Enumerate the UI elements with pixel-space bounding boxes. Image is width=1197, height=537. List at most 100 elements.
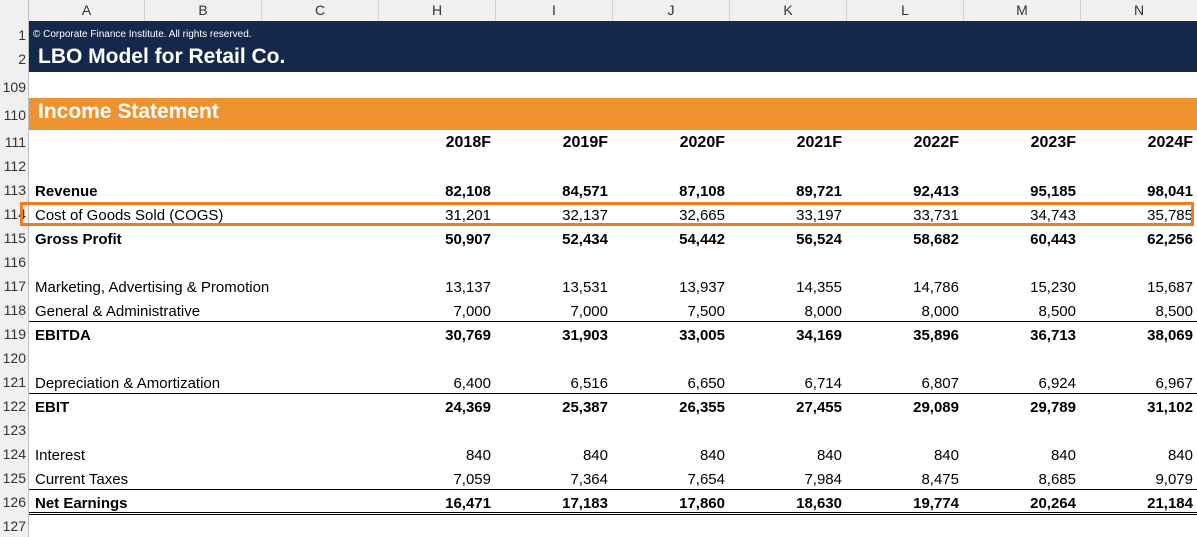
value-cell[interactable]: 840 (1050, 447, 1076, 464)
year-header-cell[interactable]: 2018F (445, 134, 491, 151)
row-header[interactable]: 113 (3, 182, 26, 198)
value-cell[interactable]: 6,714 (804, 375, 842, 392)
value-cell[interactable]: 840 (933, 447, 959, 464)
value-cell[interactable]: 32,665 (679, 207, 725, 224)
value-cell[interactable]: 62,256 (1147, 231, 1193, 248)
value-cell[interactable]: 840 (1167, 447, 1193, 464)
column-header-c[interactable]: C (262, 0, 379, 21)
column-header-b[interactable]: B (145, 0, 262, 21)
value-cell[interactable]: 8,000 (804, 303, 842, 320)
value-cell[interactable]: 30,769 (445, 327, 491, 344)
column-header-i[interactable]: I (496, 0, 613, 21)
value-cell[interactable]: 95,185 (1030, 183, 1076, 200)
value-cell[interactable]: 34,743 (1030, 207, 1076, 224)
line-item-label[interactable]: EBITDA (35, 327, 91, 344)
value-cell[interactable]: 29,089 (913, 399, 959, 416)
row-header[interactable]: 122 (2, 398, 26, 414)
value-cell[interactable]: 6,650 (687, 375, 725, 392)
value-cell[interactable]: 87,108 (679, 183, 725, 200)
value-cell[interactable]: 14,355 (796, 279, 842, 296)
copyright-text[interactable]: © Corporate Finance Institute. All right… (33, 29, 252, 40)
value-cell[interactable]: 89,721 (796, 183, 842, 200)
year-header-cell[interactable]: 2023F (1030, 134, 1076, 151)
row-header[interactable]: 123 (2, 422, 26, 438)
value-cell[interactable]: 9,079 (1155, 471, 1193, 488)
value-cell[interactable]: 31,201 (445, 207, 491, 224)
row-header[interactable]: 124 (2, 446, 26, 462)
value-cell[interactable]: 840 (816, 447, 842, 464)
row-header[interactable]: 127 (2, 518, 26, 534)
line-item-label[interactable]: General & Administrative (35, 303, 201, 320)
value-cell[interactable]: 8,000 (921, 303, 959, 320)
value-cell[interactable]: 31,102 (1147, 399, 1193, 416)
select-all-corner[interactable] (0, 0, 29, 21)
value-cell[interactable]: 32,137 (562, 207, 608, 224)
row-header[interactable]: 110 (3, 107, 26, 123)
line-item-label[interactable]: Depreciation & Amortization (35, 375, 221, 392)
value-cell[interactable]: 13,531 (562, 279, 608, 296)
value-cell[interactable]: 58,682 (913, 231, 959, 248)
value-cell[interactable]: 38,069 (1147, 327, 1193, 344)
row-header[interactable]: 117 (3, 278, 26, 294)
line-item-label[interactable]: Cost of Goods Sold (COGS) (35, 207, 224, 224)
value-cell[interactable]: 16,471 (445, 495, 491, 512)
year-header-cell[interactable]: 2022F (913, 134, 959, 151)
value-cell[interactable]: 7,364 (570, 471, 608, 488)
model-title[interactable]: LBO Model for Retail Co. (38, 45, 286, 68)
value-cell[interactable]: 19,774 (913, 495, 959, 512)
value-cell[interactable]: 26,355 (679, 399, 725, 416)
line-item-label[interactable]: EBIT (35, 399, 70, 416)
value-cell[interactable]: 8,685 (1038, 471, 1076, 488)
year-header-cell[interactable]: 2024F (1147, 134, 1193, 151)
value-cell[interactable]: 36,713 (1030, 327, 1076, 344)
value-cell[interactable]: 56,524 (796, 231, 842, 248)
line-item-label[interactable]: Revenue (35, 183, 98, 200)
value-cell[interactable]: 31,903 (562, 327, 608, 344)
value-cell[interactable]: 21,184 (1147, 495, 1193, 512)
value-cell[interactable]: 33,197 (796, 207, 842, 224)
value-cell[interactable]: 840 (699, 447, 725, 464)
value-cell[interactable]: 15,230 (1030, 279, 1076, 296)
value-cell[interactable]: 20,264 (1030, 495, 1076, 512)
value-cell[interactable]: 98,041 (1147, 183, 1193, 200)
value-cell[interactable]: 52,434 (562, 231, 608, 248)
value-cell[interactable]: 840 (465, 447, 491, 464)
value-cell[interactable]: 7,654 (687, 471, 725, 488)
line-item-label[interactable]: Current Taxes (35, 471, 129, 488)
value-cell[interactable]: 25,387 (562, 399, 608, 416)
value-cell[interactable]: 7,000 (570, 303, 608, 320)
row-header[interactable]: 115 (3, 230, 26, 246)
value-cell[interactable]: 7,000 (453, 303, 491, 320)
value-cell[interactable]: 7,984 (804, 471, 842, 488)
value-cell[interactable]: 35,896 (913, 327, 959, 344)
value-cell[interactable]: 14,786 (913, 279, 959, 296)
value-cell[interactable]: 54,442 (679, 231, 725, 248)
value-cell[interactable]: 8,475 (921, 471, 959, 488)
value-cell[interactable]: 60,443 (1030, 231, 1076, 248)
value-cell[interactable]: 84,571 (562, 183, 608, 200)
value-cell[interactable]: 6,400 (453, 375, 491, 392)
value-cell[interactable]: 7,059 (453, 471, 491, 488)
value-cell[interactable]: 6,924 (1038, 375, 1076, 392)
row-header[interactable]: 109 (2, 79, 26, 95)
year-header-cell[interactable]: 2020F (679, 134, 725, 151)
value-cell[interactable]: 92,413 (913, 183, 959, 200)
value-cell[interactable]: 82,108 (445, 183, 491, 200)
row-header[interactable]: 119 (3, 326, 26, 342)
section-title[interactable]: Income Statement (38, 100, 219, 123)
column-header-h[interactable]: H (379, 0, 496, 21)
column-header-l[interactable]: L (847, 0, 964, 21)
value-cell[interactable]: 27,455 (796, 399, 842, 416)
row-header[interactable]: 2 (18, 51, 26, 67)
row-header[interactable]: 125 (2, 470, 26, 486)
value-cell[interactable]: 7,500 (687, 303, 725, 320)
row-header[interactable]: 118 (3, 302, 26, 318)
row-header[interactable]: 121 (2, 374, 26, 390)
value-cell[interactable]: 15,687 (1147, 279, 1193, 296)
column-header-k[interactable]: K (730, 0, 847, 21)
value-cell[interactable]: 840 (582, 447, 608, 464)
column-header-m[interactable]: M (964, 0, 1081, 21)
column-header-j[interactable]: J (613, 0, 730, 21)
year-header-cell[interactable]: 2021F (796, 134, 842, 151)
value-cell[interactable]: 6,807 (921, 375, 959, 392)
